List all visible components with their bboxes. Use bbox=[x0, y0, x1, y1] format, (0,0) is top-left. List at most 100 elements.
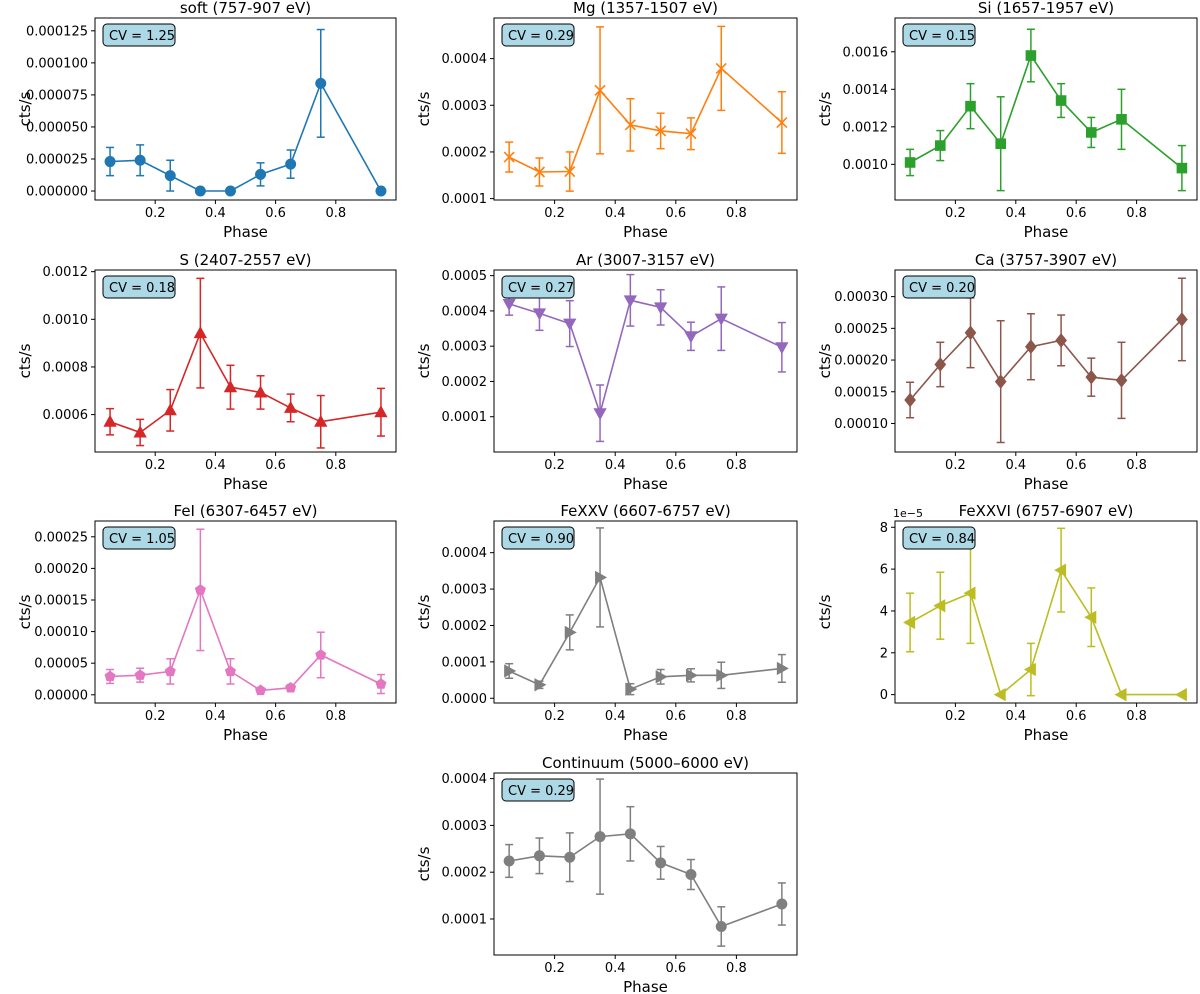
plot-frame bbox=[94, 520, 397, 704]
x-tick-label: 0.8 bbox=[726, 961, 747, 976]
cv-annotation-box bbox=[501, 526, 575, 550]
cv-annotation-text: CV = 0.15 bbox=[909, 29, 975, 44]
data-point-marker bbox=[684, 331, 698, 344]
y-tick-label: 0.0003 bbox=[442, 583, 488, 598]
data-point-marker bbox=[375, 678, 387, 689]
data-point-marker bbox=[625, 682, 638, 696]
marker-stroke bbox=[533, 166, 546, 178]
cv-annotation-box bbox=[102, 526, 176, 550]
y-axis-label: cts/s bbox=[16, 594, 34, 629]
y-tick-label: 0.000050 bbox=[26, 120, 88, 135]
y-tick-label: 0.00025 bbox=[834, 322, 888, 337]
data-point-marker bbox=[224, 665, 236, 677]
data-point-marker bbox=[654, 302, 668, 315]
chart-panel: FeI (6307-6457 eV) 0.2 0.4 0.6 0.8 0.00000 0.0… bbox=[16, 502, 397, 744]
chart-title: Ca (3757-3907 eV) bbox=[975, 251, 1117, 269]
data-point-marker bbox=[315, 77, 327, 89]
y-axis-label: cts/s bbox=[816, 594, 834, 629]
x-tick-label: 0.4 bbox=[605, 458, 626, 473]
cv-annotation-text: CV = 1.25 bbox=[109, 29, 175, 44]
chart-title: FeXXV (6607-6757 eV) bbox=[560, 502, 730, 520]
x-tick-label: 0.2 bbox=[544, 709, 565, 724]
y-tick-label: 0.0014 bbox=[843, 83, 889, 98]
chart-panel: Continuum (5000–6000 eV) 0.2 0.4 0.6 0.8 0.00… bbox=[415, 754, 798, 994]
y-tick-label: 0 bbox=[880, 688, 888, 703]
data-layer bbox=[503, 778, 788, 947]
chart-title: Ar (3007-3157 eV) bbox=[576, 251, 715, 269]
data-point-marker bbox=[134, 669, 146, 680]
marker-stroke bbox=[594, 84, 606, 96]
x-tick-label: 0.4 bbox=[605, 709, 626, 724]
data-point-marker bbox=[1115, 373, 1128, 388]
y-tick-label: 0.000075 bbox=[26, 88, 88, 103]
data-point-marker bbox=[994, 374, 1007, 389]
data-point-marker bbox=[1084, 610, 1097, 624]
chart-panel: Ar (3007-3157 eV) 0.2 0.4 0.6 0.8 0.0001 0.000… bbox=[415, 251, 798, 493]
cv-annotation: CV = 0.90 bbox=[501, 526, 575, 550]
chart-panel: S (2407-2557 eV) 0.2 0.4 0.6 0.8 0.0006 0.0008… bbox=[16, 251, 397, 493]
x-axis-label: Phase bbox=[623, 978, 668, 994]
y-axis-label: cts/s bbox=[816, 91, 834, 126]
data-point-marker bbox=[502, 298, 516, 311]
data-point-marker bbox=[593, 408, 607, 421]
cv-annotation-box bbox=[102, 275, 176, 299]
plot-frame bbox=[493, 269, 798, 453]
data-layer bbox=[104, 28, 387, 197]
x-tick-label: 0.2 bbox=[945, 458, 966, 473]
x-tick-label: 0.6 bbox=[665, 709, 686, 724]
cv-annotation-box bbox=[501, 778, 575, 802]
data-point-marker bbox=[775, 342, 789, 355]
data-layer bbox=[502, 273, 789, 443]
data-point-marker bbox=[655, 670, 668, 684]
data-layer bbox=[504, 527, 789, 696]
y-axis-label: cts/s bbox=[415, 594, 433, 629]
cv-annotation: CV = 0.20 bbox=[902, 275, 976, 299]
x-tick-label: 0.2 bbox=[945, 206, 966, 221]
y-tick-label: 0.0004 bbox=[442, 772, 488, 787]
data-point-marker bbox=[1176, 312, 1188, 327]
cv-annotation-text: CV = 0.29 bbox=[508, 29, 574, 44]
data-point-marker bbox=[1176, 162, 1188, 174]
marker-stroke bbox=[503, 151, 515, 163]
data-point-marker bbox=[685, 869, 697, 881]
y-tick-label: 0.0004 bbox=[442, 546, 488, 561]
cv-annotation-box bbox=[501, 275, 575, 299]
data-point-marker bbox=[253, 385, 268, 398]
cv-annotation-text: CV = 0.84 bbox=[909, 532, 975, 547]
y-tick-label: 0.0004 bbox=[442, 304, 488, 319]
data-point-marker bbox=[255, 168, 267, 180]
x-tick-label: 0.2 bbox=[544, 206, 565, 221]
data-point-marker bbox=[315, 649, 327, 660]
cv-annotation-text: CV = 0.20 bbox=[909, 281, 975, 296]
x-tick-label: 0.6 bbox=[665, 206, 686, 221]
y-tick-label: 0.0002 bbox=[442, 619, 488, 634]
plot-frame bbox=[493, 520, 798, 704]
data-point-marker bbox=[1055, 95, 1067, 106]
cv-annotation: CV = 0.18 bbox=[102, 275, 176, 299]
y-tick-label: 0.000025 bbox=[26, 152, 88, 167]
x-tick-label: 0.6 bbox=[265, 458, 286, 473]
x-tick-label: 0.4 bbox=[605, 206, 626, 221]
x-tick-label: 0.6 bbox=[265, 206, 286, 221]
y-tick-label: 4 bbox=[880, 604, 888, 619]
data-point-marker bbox=[995, 138, 1007, 150]
y-axis-label: cts/s bbox=[16, 91, 34, 126]
data-layer bbox=[904, 28, 1188, 192]
chart-title: FeXXVI (6757-6907 eV) bbox=[959, 502, 1134, 520]
data-point-marker bbox=[223, 380, 238, 393]
y-axis-label: cts/s bbox=[415, 343, 433, 378]
cv-annotation: CV = 0.27 bbox=[501, 275, 575, 299]
data-point-marker bbox=[715, 920, 727, 932]
data-layer bbox=[904, 277, 1188, 444]
data-point-marker bbox=[716, 668, 729, 682]
y-tick-label: 0.0006 bbox=[43, 408, 89, 423]
data-point-marker bbox=[534, 678, 547, 692]
y-tick-label: 0.000100 bbox=[26, 56, 88, 71]
data-point-marker bbox=[655, 125, 667, 137]
y-tick-label: 0.0012 bbox=[843, 120, 889, 135]
cv-annotation-box bbox=[501, 23, 575, 47]
x-tick-label: 0.8 bbox=[726, 709, 747, 724]
x-tick-label: 0.4 bbox=[1005, 458, 1026, 473]
chart-title: FeI (6307-6457 eV) bbox=[174, 502, 318, 520]
x-tick-label: 0.4 bbox=[205, 206, 226, 221]
